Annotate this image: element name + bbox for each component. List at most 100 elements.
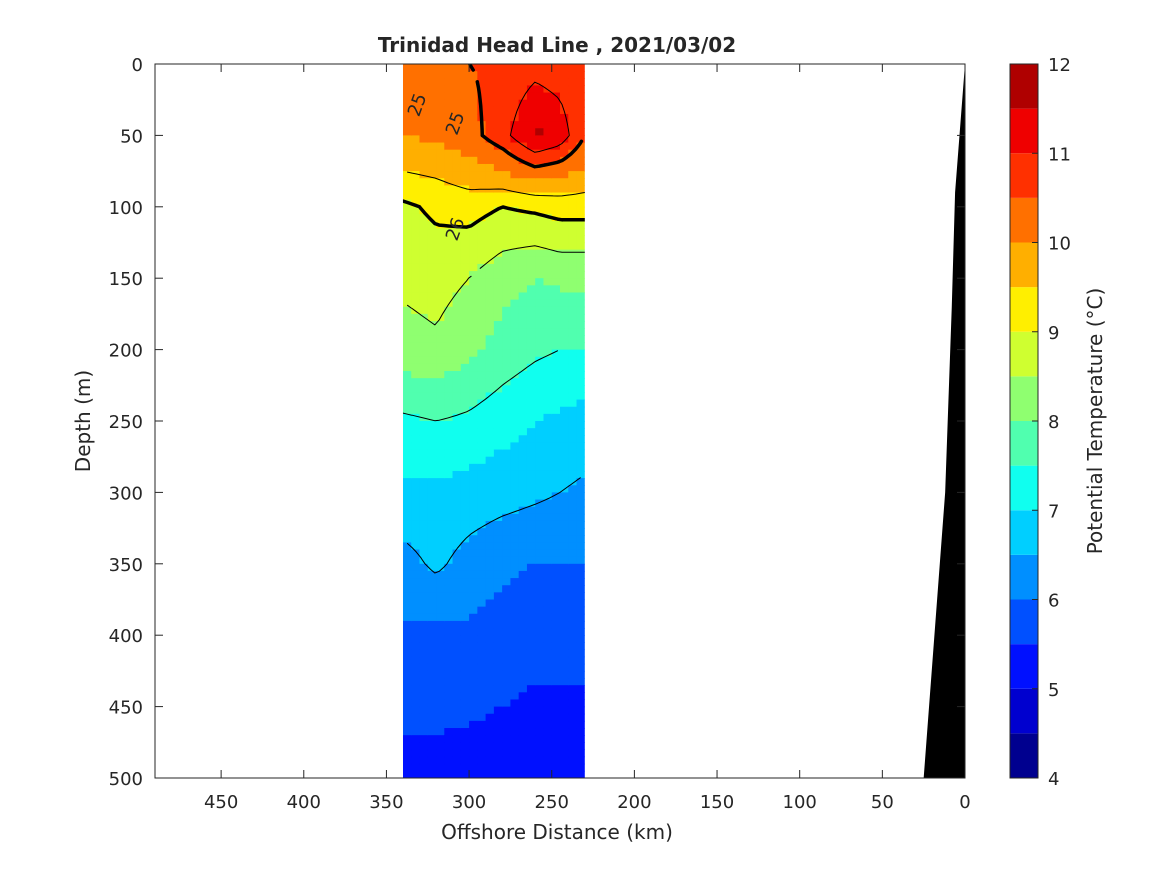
field-cell [535,642,545,651]
field-cell [469,628,478,636]
field-cell [402,371,412,379]
field-cell [436,363,445,372]
colorbar-swatch [1010,465,1038,511]
field-cell [510,142,520,151]
field-cell [518,356,528,365]
field-cell [452,328,462,336]
field-cell [518,271,528,279]
field-cell [419,313,429,322]
field-cell [493,378,503,386]
field-cell [402,306,412,315]
field-cell [477,156,487,165]
field-cell [419,506,429,515]
field-cell [568,628,578,636]
field-cell [551,285,561,294]
field-cell [493,442,503,451]
field-cell [477,385,487,394]
field-cell [502,235,512,244]
field-cell [419,649,429,658]
field-cell [460,313,470,322]
field-cell [568,256,578,265]
field-cell [576,206,585,215]
field-cell [427,513,437,522]
field-cell [560,770,569,778]
field-cell [568,378,578,386]
field-cell [444,199,454,208]
field-cell [493,763,503,772]
field-cell [493,692,503,701]
field-cell [419,585,429,593]
field-cell [510,599,520,608]
field-cell [460,706,470,715]
field-cell [502,128,512,136]
field-cell [543,192,553,201]
field-cell [452,228,462,236]
field-cell [560,342,569,351]
field-cell [543,335,553,344]
field-cell [402,185,412,194]
field-cell [469,656,478,665]
field-cell [444,513,454,522]
field-cell [560,171,569,179]
field-cell [576,278,585,286]
field-cell [568,78,578,87]
field-cell [526,685,536,693]
field-cell [510,78,520,87]
field-cell [419,92,429,101]
bathymetry [923,64,965,778]
field-cell [427,328,437,336]
field-cell [452,513,462,522]
field-cell [427,535,437,543]
field-cell [485,85,495,94]
field-cell [436,685,445,693]
field-cell [485,635,495,643]
field-cell [543,406,553,415]
field-cell [477,613,487,622]
field-cell [402,649,412,658]
field-cell [411,313,421,322]
field-cell [551,556,561,565]
field-cell [543,113,553,122]
field-cell [526,349,536,358]
field-cell [560,692,569,701]
field-cell [419,228,429,236]
field-cell [576,178,585,186]
field-cell [551,163,561,172]
field-cell [576,563,585,572]
field-cell [419,756,429,765]
field-cell [427,313,437,322]
field-cell [427,306,437,315]
field-cell [436,128,445,136]
field-cell [469,113,478,122]
field-cell [576,435,585,444]
field-cell [477,649,487,658]
field-cell [411,299,421,308]
field-cell [510,585,520,593]
field-cell [493,613,503,622]
field-cell [485,585,495,593]
field-cell [444,378,454,386]
field-cell [568,449,578,458]
field-cell [477,442,487,451]
field-cell [460,549,470,558]
field-cell [444,520,454,529]
field-cell [543,663,553,672]
field-cell [427,649,437,658]
field-cell [427,463,437,472]
field-cell [526,385,536,394]
field-cell [518,649,528,658]
field-cell [485,685,495,693]
field-cell [560,528,569,536]
field-cell [469,249,478,258]
field-cell [551,64,561,72]
field-cell [419,185,429,194]
field-cell [469,506,478,515]
field-cell [460,421,470,429]
field-cell [543,413,553,422]
field-cell [543,735,553,743]
field-cell [436,185,445,194]
field-cell [551,328,561,336]
field-cell [551,713,561,722]
field-cell [460,285,470,294]
field-cell [460,349,470,358]
